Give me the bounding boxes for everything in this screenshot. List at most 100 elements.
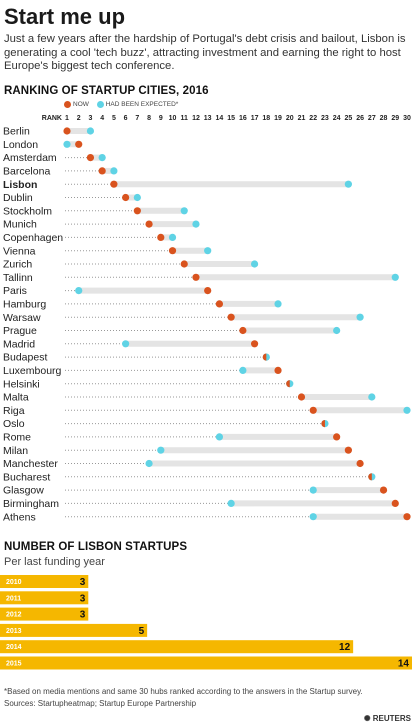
- page-title: Start me up: [4, 4, 126, 29]
- intro-text: Just a few years after the hardship of P…: [4, 33, 406, 72]
- bar-value-label: 14: [398, 659, 410, 670]
- now-rank-dot: [215, 300, 224, 308]
- rank-tick-label: 3: [88, 115, 92, 122]
- city-label: Copenhagen: [3, 232, 63, 244]
- now-rank-dot: [379, 486, 388, 494]
- rank-tick-label: 21: [298, 115, 306, 122]
- city-label: Helsinki: [3, 378, 40, 390]
- city-label: Bucharest: [3, 471, 50, 483]
- now-rank-dot: [180, 260, 188, 268]
- bar-value-label: 12: [339, 642, 351, 653]
- rank-tick-label: 15: [227, 115, 235, 122]
- year-label: 2012: [6, 612, 22, 619]
- bar-value-label: 3: [80, 593, 86, 604]
- rank-tick-label: 13: [204, 115, 212, 122]
- rank-tick-label: 27: [368, 115, 376, 122]
- now-rank-dot: [250, 340, 259, 348]
- rank-axis-label: RANK: [42, 115, 62, 122]
- year-label: 2015: [6, 661, 22, 668]
- now-rank-dot: [133, 207, 141, 215]
- now-rank-dot: [356, 459, 364, 468]
- bar-value-label: 5: [139, 626, 145, 637]
- rank-tick-label: 26: [356, 115, 364, 122]
- bar-value-label: 3: [80, 577, 86, 588]
- now-rank-dot: [297, 393, 306, 401]
- expected-rank-dot: [391, 273, 399, 281]
- bar-chart-title: NUMBER OF LISBON STARTUPS: [4, 541, 188, 553]
- expected-rank-dot: [239, 366, 247, 374]
- city-label: Vienna: [3, 245, 36, 257]
- legend-now-label: NOW: [73, 101, 89, 108]
- now-rank-dot: [344, 446, 352, 454]
- city-label: Rome: [3, 432, 31, 444]
- now-rank-dot: [227, 313, 235, 321]
- now-rank-dot: [391, 499, 399, 507]
- rank-tick-label: 8: [147, 115, 151, 122]
- now-rank-dot: [321, 420, 325, 428]
- reuters-logo: ✺ REUTERS: [364, 714, 411, 723]
- now-rank-dot: [262, 353, 267, 361]
- now-rank-dot: [145, 220, 153, 228]
- city-label: Dublin: [3, 192, 33, 204]
- rank-tick-label: 25: [344, 115, 352, 122]
- now-rank-dot: [86, 154, 95, 162]
- now-rank-dot: [110, 180, 118, 188]
- rank-tick-label: 7: [135, 115, 139, 122]
- expected-rank-dot: [309, 486, 317, 494]
- city-label: Oslo: [3, 418, 25, 430]
- legend-expected-swatch: [96, 101, 104, 108]
- expected-rank-dot: [133, 193, 141, 202]
- rank-tick-label: 6: [124, 115, 128, 122]
- expected-rank-dot: [75, 287, 83, 295]
- rank-tick-label: 5: [112, 115, 116, 122]
- now-rank-dot: [204, 287, 212, 295]
- rank-tick-label: 29: [391, 115, 399, 122]
- rank-tick-label: 12: [192, 115, 200, 122]
- city-label: Amsterdam: [3, 152, 57, 164]
- now-rank-dot: [157, 233, 165, 241]
- startup-bar: [0, 656, 412, 670]
- rank-tick-label: 24: [333, 115, 341, 122]
- expected-rank-dot: [180, 207, 188, 215]
- city-label: Berlin: [3, 126, 30, 138]
- city-label: Birmingham: [3, 498, 59, 510]
- rank-tick-label: 10: [169, 115, 177, 122]
- rank-tick-label: 16: [239, 115, 247, 122]
- now-rank-dot: [368, 473, 372, 481]
- ranking-chart-title: RANKING OF STARTUP CITIES, 2016: [4, 85, 209, 97]
- expected-rank-dot: [344, 180, 352, 188]
- expected-rank-dot: [168, 233, 177, 241]
- expected-rank-dot: [192, 220, 200, 228]
- expected-rank-dot: [86, 127, 95, 135]
- rank-tick-label: 20: [286, 115, 294, 122]
- expected-rank-dot: [145, 459, 153, 468]
- now-rank-dot: [122, 193, 130, 202]
- expected-rank-dot: [157, 446, 165, 454]
- now-rank-dot: [309, 406, 317, 414]
- rank-tick-label: 2: [77, 115, 81, 122]
- footnote: *Based on media mentions and same 30 hub…: [4, 687, 363, 696]
- city-label: Budapest: [3, 352, 47, 364]
- expected-rank-dot: [63, 140, 71, 148]
- expected-rank-dot: [274, 300, 282, 308]
- now-rank-dot: [75, 140, 83, 148]
- startup-bar: [0, 640, 354, 654]
- city-label: Milan: [3, 445, 28, 457]
- startup-bar: [0, 575, 89, 588]
- year-label: 2010: [6, 579, 22, 586]
- expected-rank-dot: [122, 340, 130, 348]
- expected-rank-dot: [333, 326, 341, 335]
- now-rank-dot: [239, 326, 247, 335]
- rank-tick-label: 9: [159, 115, 163, 122]
- now-rank-dot: [403, 513, 411, 521]
- year-label: 2013: [6, 628, 22, 635]
- city-label: Zurich: [3, 259, 32, 271]
- expected-rank-dot: [98, 154, 106, 162]
- year-label: 2014: [6, 644, 22, 651]
- rank-tick-label: 11: [181, 115, 189, 122]
- now-rank-dot: [192, 273, 200, 281]
- city-label: Riga: [3, 405, 25, 417]
- city-label: Glasgow: [3, 485, 44, 497]
- bar-chart-subtitle: Per last funding year: [4, 556, 105, 568]
- now-rank-dot: [168, 247, 177, 255]
